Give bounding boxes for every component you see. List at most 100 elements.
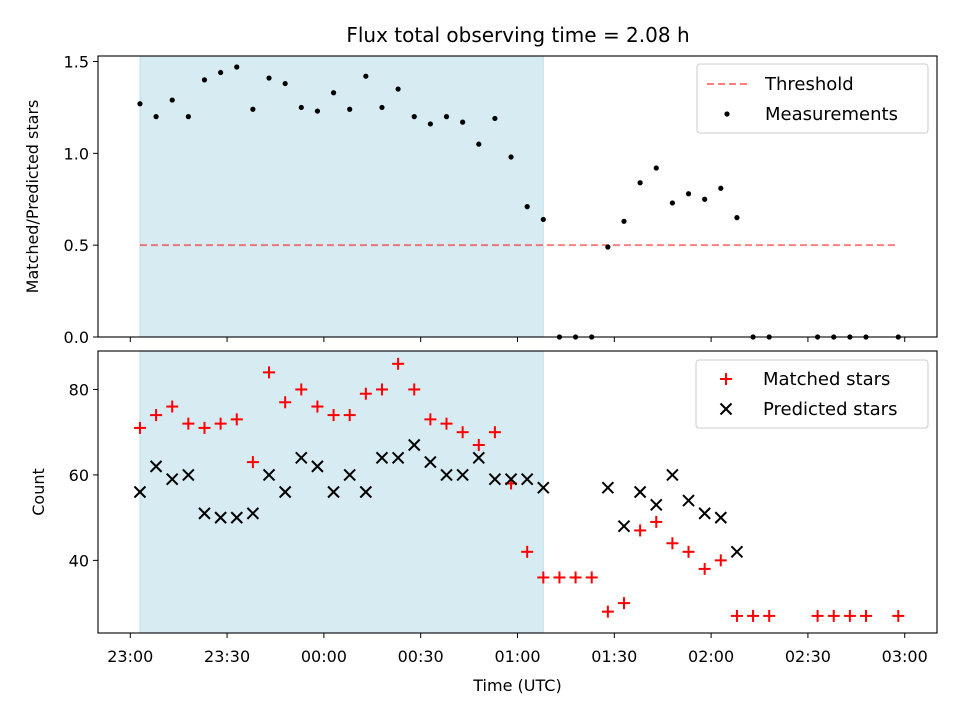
measurement-point bbox=[169, 97, 175, 103]
matched-point bbox=[327, 409, 340, 422]
measurement-point bbox=[411, 114, 417, 120]
x-tick-label: 01:00 bbox=[494, 647, 540, 666]
top-shaded-span bbox=[139, 55, 544, 338]
matched-point bbox=[133, 421, 146, 434]
predicted-point-b bbox=[133, 485, 147, 499]
predicted-point-b bbox=[391, 451, 405, 465]
matched-point bbox=[472, 439, 485, 451]
predicted-point-b bbox=[166, 472, 179, 486]
matched-point bbox=[747, 609, 760, 622]
matched-point bbox=[553, 571, 566, 584]
matched-point bbox=[182, 417, 195, 430]
predicted-point bbox=[198, 507, 211, 520]
predicted-point bbox=[666, 468, 679, 482]
measurement-point bbox=[653, 165, 659, 171]
bottom-shaded-span bbox=[139, 350, 544, 634]
predicted-point-b bbox=[472, 451, 485, 465]
matched-point bbox=[811, 609, 824, 622]
matched-point bbox=[230, 413, 243, 426]
measurement-point bbox=[605, 244, 611, 250]
legend-matched-marker bbox=[720, 373, 732, 385]
matched-point bbox=[440, 417, 453, 430]
predicted-point-b bbox=[262, 468, 276, 482]
y-tick-label: 1.0 bbox=[64, 144, 89, 163]
matched-point bbox=[617, 597, 630, 610]
measurement-point bbox=[460, 119, 466, 125]
legend-measurements-swatch bbox=[724, 111, 730, 117]
predicted-point bbox=[343, 468, 356, 482]
measurement-point bbox=[330, 90, 337, 96]
measurement-point bbox=[347, 106, 353, 112]
matched-point bbox=[827, 609, 840, 622]
predicted-point bbox=[440, 468, 453, 482]
matched-point bbox=[537, 571, 550, 584]
predicted-point bbox=[730, 545, 744, 559]
predicted-point-b bbox=[295, 451, 308, 465]
predicted-point-b bbox=[714, 511, 728, 524]
predicted-point bbox=[375, 451, 389, 465]
measurement-point bbox=[266, 75, 272, 81]
measurement-point bbox=[702, 196, 708, 202]
matched-point bbox=[295, 383, 308, 396]
legend-matched-swatch bbox=[720, 373, 732, 385]
x-tick-label: 00:30 bbox=[398, 647, 444, 666]
predicted-point bbox=[424, 455, 437, 469]
predicted-point-b bbox=[666, 468, 679, 482]
predicted-point bbox=[488, 472, 502, 486]
predicted-point bbox=[714, 511, 728, 524]
predicted-point-b bbox=[698, 507, 711, 520]
matched-point bbox=[682, 545, 695, 558]
predicted-point bbox=[327, 485, 340, 499]
x-tick-label: 02:00 bbox=[688, 647, 734, 666]
predicted-point-b bbox=[730, 545, 744, 559]
matched-point bbox=[488, 426, 501, 439]
measurement-point bbox=[137, 101, 143, 107]
predicted-point bbox=[456, 468, 469, 482]
measurement-point bbox=[250, 106, 256, 112]
matched-point bbox=[666, 537, 679, 550]
predicted-point-b bbox=[617, 519, 631, 533]
top-y-ticks: 0.0 0.5 1.0 1.5 bbox=[64, 53, 98, 347]
predicted-point bbox=[295, 451, 308, 465]
legend-threshold-label: Threshold bbox=[764, 74, 854, 95]
legend-predicted-swatch bbox=[719, 402, 733, 416]
measurement-point bbox=[234, 64, 240, 70]
predicted-point-b bbox=[230, 511, 243, 524]
predicted-point-b bbox=[650, 498, 663, 512]
matched-point bbox=[343, 409, 356, 422]
matched-point bbox=[698, 562, 711, 575]
bottom-axes-frame bbox=[97, 350, 938, 634]
legend-predicted-marker-b bbox=[719, 402, 733, 416]
predicted-point bbox=[391, 451, 405, 465]
x-tick-label: 23:30 bbox=[204, 647, 250, 666]
predicted-point bbox=[682, 494, 695, 507]
top-legend: Threshold Measurements bbox=[696, 63, 929, 134]
predicted-point-b bbox=[327, 485, 340, 499]
predicted-point-b bbox=[311, 460, 324, 473]
predicted-point-b bbox=[149, 460, 163, 473]
matched-point bbox=[521, 545, 534, 558]
predicted-point-b bbox=[504, 472, 518, 486]
shaded-span bbox=[139, 55, 544, 338]
predicted-point bbox=[359, 485, 373, 499]
predicted-point-b bbox=[682, 494, 695, 507]
shaded-span bbox=[139, 350, 544, 634]
legend-predicted-marker bbox=[719, 402, 733, 416]
measurement-point bbox=[476, 141, 482, 147]
bottom-y-ticks: 40 60 80 bbox=[69, 380, 98, 570]
measurement-point bbox=[218, 69, 224, 76]
predicted-point bbox=[182, 468, 195, 482]
y-tick-label: 1.5 bbox=[64, 53, 89, 72]
y-tick-label: 40 bbox=[69, 551, 89, 570]
legend-matched-label: Matched stars bbox=[763, 369, 890, 390]
predicted-point bbox=[408, 438, 421, 452]
bottom-x-ticks: 23:00 23:30 00:00 00:30 01:00 01:30 02:00 02:30… bbox=[107, 633, 928, 666]
matched-point bbox=[392, 357, 405, 370]
predicted-point bbox=[166, 472, 179, 486]
x-tick-label: 02:30 bbox=[785, 647, 831, 666]
top-axes-frame bbox=[97, 55, 938, 338]
measurement-point bbox=[524, 204, 530, 210]
predicted-point bbox=[214, 511, 227, 524]
measurement-point bbox=[314, 108, 321, 114]
